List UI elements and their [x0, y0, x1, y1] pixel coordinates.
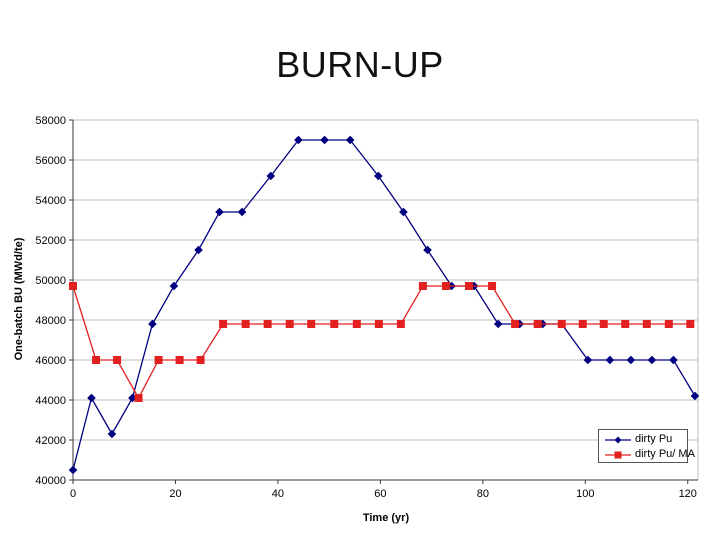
legend-label-dirty-pu: dirty Pu: [635, 432, 673, 445]
y-tick-label: 54000: [35, 195, 66, 207]
series-1-marker: [285, 320, 294, 328]
series-1-marker: [219, 320, 228, 328]
series-0-marker: [583, 355, 593, 365]
y-tick-label: 52000: [35, 235, 66, 247]
y-axis-title: One-batch BU (MWd/te): [13, 237, 25, 361]
x-axis-title: Time (yr): [362, 512, 410, 524]
series-0-marker: [194, 245, 203, 255]
series-1-marker: [263, 320, 272, 328]
series-0-marker: [107, 429, 117, 439]
x-tick-label: 80: [477, 488, 489, 500]
series-1-marker: [621, 320, 630, 328]
series-1-marker: [488, 282, 497, 290]
x-tick-label: 120: [679, 488, 697, 500]
series-1-marker: [465, 282, 474, 290]
y-tick-label: 46000: [35, 355, 66, 367]
chart-legend: dirty Pu dirty Pu/ MA: [598, 429, 695, 463]
series-0-marker: [690, 391, 700, 401]
series-0-marker: [493, 319, 503, 329]
series-1-marker: [69, 282, 77, 290]
series-0-marker: [237, 207, 247, 217]
legend-marker-square-icon: [603, 448, 635, 460]
series-1-marker: [307, 320, 316, 328]
series-1-marker: [511, 320, 520, 328]
series-0-marker: [320, 135, 329, 145]
x-tick-label: 20: [169, 488, 181, 500]
x-tick-label: 0: [70, 488, 76, 500]
y-tick-label: 42000: [35, 435, 66, 447]
series-0-marker: [294, 135, 303, 145]
y-tick-label: 58000: [35, 115, 66, 127]
y-tick-label: 40000: [35, 475, 66, 487]
series-1-marker: [113, 356, 122, 364]
y-tick-label: 44000: [35, 395, 66, 407]
series-0-marker: [215, 207, 224, 217]
series-0-marker: [669, 355, 678, 365]
series-1-marker: [241, 320, 250, 328]
series-0-marker: [399, 207, 408, 217]
y-tick-label: 48000: [35, 315, 66, 327]
series-1-marker: [374, 320, 383, 328]
series-line-0: [72, 139, 696, 471]
x-tick-label: 100: [576, 488, 594, 500]
y-tick-label: 56000: [35, 155, 66, 167]
series-0-marker: [345, 135, 355, 145]
series-line-1: [72, 285, 691, 400]
x-tick-label: 40: [272, 488, 284, 500]
legend-item-dirty-pu-ma: dirty Pu/ MA: [603, 447, 695, 461]
series-0-marker: [374, 171, 383, 181]
series-1-marker: [154, 356, 163, 364]
series-0-marker: [68, 465, 78, 475]
y-tick-label: 50000: [35, 275, 66, 287]
series-0-marker: [266, 171, 276, 181]
series-1-marker: [664, 320, 673, 328]
series-1-marker: [557, 320, 566, 328]
series-1-marker: [352, 320, 361, 328]
series-1-marker: [578, 320, 587, 328]
series-1-marker: [686, 320, 695, 328]
series-0-marker: [423, 245, 432, 255]
series-0-marker: [626, 355, 636, 365]
series-1-marker: [599, 320, 608, 328]
series-1-marker: [330, 320, 339, 328]
series-1-marker: [642, 320, 651, 328]
series-0-marker: [169, 281, 179, 291]
series-0-marker: [148, 319, 157, 329]
legend-label-dirty-pu-ma: dirty Pu/ MA: [635, 447, 695, 460]
series-1-marker: [533, 320, 542, 328]
series-1-marker: [196, 356, 205, 364]
series-1-marker: [175, 356, 184, 364]
slide-title: BURN-UP: [276, 44, 444, 85]
series-1-marker: [396, 320, 405, 328]
legend-item-dirty-pu: dirty Pu: [603, 432, 687, 446]
x-tick-label: 60: [374, 488, 386, 500]
series-0-marker: [647, 355, 657, 365]
series-1-marker: [418, 282, 427, 290]
series-1-marker: [134, 394, 143, 402]
series-0-marker: [605, 355, 615, 365]
series-0-marker: [87, 393, 96, 403]
series-1-marker: [441, 282, 450, 290]
legend-marker-diamond-icon: [603, 433, 635, 445]
series-1-marker: [92, 356, 101, 364]
